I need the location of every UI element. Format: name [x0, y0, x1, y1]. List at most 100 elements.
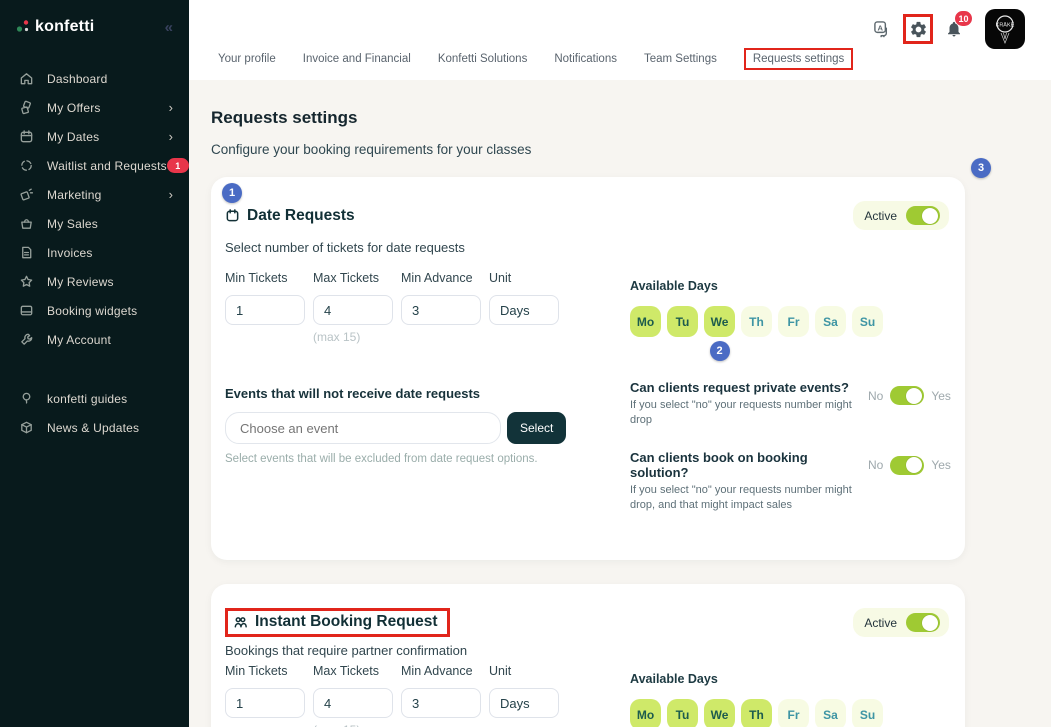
svg-text:A: A [877, 23, 883, 32]
sidebar-item-label: konfetti guides [47, 391, 128, 406]
max-tickets-label: Max Tickets [313, 271, 379, 285]
day-chip-we[interactable]: We [704, 699, 735, 727]
sidebar-item-my-sales[interactable]: My Sales [0, 209, 189, 238]
settings-tabs: Your profile Invoice and Financial Konfe… [218, 48, 854, 70]
booking-solution-toggle[interactable] [890, 455, 925, 475]
toggle-knob [922, 207, 938, 224]
sidebar-item-label: My Account [47, 332, 112, 347]
sidebar-item-my-account[interactable]: My Account [0, 325, 189, 354]
sidebar-item-marketing[interactable]: Marketing › [0, 180, 189, 209]
min-tickets-field-group: Min Tickets [225, 271, 305, 344]
chevron-right-icon: › [168, 100, 173, 115]
guide-icon [19, 391, 34, 406]
translate-icon[interactable]: A [872, 19, 892, 39]
topbar-icons: A 10 KRÄKE [872, 9, 1025, 49]
unit-label: Unit [489, 664, 512, 679]
annotation-step-1: 1 [222, 183, 242, 203]
sidebar-item-label: My Dates [47, 129, 100, 144]
tab-requests-settings[interactable]: Requests settings [743, 48, 854, 70]
sidebar-item-label: Dashboard [47, 71, 108, 86]
min-tickets-input[interactable] [225, 295, 305, 325]
choose-event-input[interactable] [225, 412, 501, 444]
card-title-text: Date Requests [247, 206, 355, 224]
sidebar-item-my-dates[interactable]: My Dates › [0, 122, 189, 151]
question-title: Can clients request private events? [630, 380, 849, 395]
sidebar: konfetti « Dashboard My Offers › My Date… [0, 0, 189, 727]
sidebar-item-label: My Reviews [47, 274, 114, 289]
sidebar-item-news-updates[interactable]: News & Updates [0, 413, 189, 442]
card-title: Instant Booking Request [233, 613, 438, 631]
page-subtitle: Configure your booking requirements for … [211, 142, 532, 157]
min-advance-input[interactable] [401, 295, 481, 325]
chevron-right-icon: › [168, 129, 173, 144]
sidebar-item-my-offers[interactable]: My Offers › [0, 93, 189, 122]
day-chip-tu[interactable]: Tu [667, 699, 698, 727]
day-chip-mo[interactable]: Mo [630, 306, 661, 337]
day-chip-fr[interactable]: Fr [778, 306, 809, 337]
day-chip-we[interactable]: We 2 [704, 306, 735, 361]
sidebar-item-konfetti-guides[interactable]: konfetti guides [0, 384, 189, 413]
document-icon [19, 245, 34, 260]
sidebar-item-invoices[interactable]: Invoices [0, 238, 189, 267]
excluded-events-label: Events that will not receive date reques… [225, 386, 481, 401]
bell-icon[interactable]: 10 [944, 11, 972, 39]
unit-input[interactable] [489, 295, 559, 325]
notification-count-badge: 10 [955, 11, 972, 26]
card-body-top: Min Tickets Max Tickets (max 15) Min Adv… [225, 271, 949, 361]
day-chip-su[interactable]: Su [852, 306, 883, 337]
day-chip-mo[interactable]: Mo [630, 699, 661, 727]
active-pill: Active [853, 608, 949, 638]
min-tickets-field-group: Min Tickets [225, 664, 305, 727]
active-toggle[interactable] [906, 613, 940, 633]
select-event-button[interactable]: Select [507, 412, 567, 444]
active-pill: Active [853, 201, 949, 230]
day-chip-label: We [710, 314, 729, 329]
home-icon [19, 71, 34, 86]
day-chip-th[interactable]: Th [741, 699, 772, 727]
tab-notifications[interactable]: Notifications [554, 53, 617, 65]
sidebar-collapse-icon[interactable]: « [164, 18, 173, 36]
booking-solution-question: Can clients book on booking solution? If… [630, 450, 957, 513]
avatar[interactable]: KRÄKE [985, 9, 1025, 49]
active-toggle[interactable] [906, 206, 940, 225]
day-chip-sa[interactable]: Sa [815, 306, 846, 337]
card-body-bottom: Events that will not receive date reques… [225, 360, 951, 534]
card-title-text: Instant Booking Request [255, 613, 438, 631]
unit-field-group: Unit [489, 664, 559, 727]
unit-field-group: Unit [489, 271, 559, 344]
min-tickets-input[interactable] [225, 688, 305, 719]
sidebar-item-my-reviews[interactable]: My Reviews [0, 267, 189, 296]
instant-booking-highlight-box: Instant Booking Request [225, 608, 450, 638]
tickets-fields: Min Tickets Max Tickets (max 15) Min Adv… [225, 664, 610, 727]
day-chip-th[interactable]: Th [741, 306, 772, 337]
max-tickets-input[interactable] [313, 688, 393, 719]
card-header: Instant Booking Request Active [225, 608, 949, 638]
gear-icon[interactable] [908, 19, 928, 39]
private-events-toggle[interactable] [890, 386, 925, 405]
top-bar: A 10 KRÄKE [189, 0, 1051, 80]
sidebar-item-label: My Sales [47, 216, 98, 231]
tab-invoice-and-financial[interactable]: Invoice and Financial [302, 53, 411, 65]
unit-input[interactable] [489, 688, 559, 719]
sidebar-item-booking-widgets[interactable]: Booking widgets [0, 296, 189, 325]
sidebar-item-waitlist-and-requests[interactable]: Waitlist and Requests 1 [0, 151, 189, 180]
tab-your-profile[interactable]: Your profile [218, 53, 276, 65]
tab-team-settings[interactable]: Team Settings [643, 53, 717, 65]
min-tickets-label: Min Tickets [225, 664, 288, 679]
sidebar-nav: Dashboard My Offers › My Dates › Waitlis… [0, 64, 189, 442]
sidebar-item-dashboard[interactable]: Dashboard [0, 64, 189, 93]
day-chip-su[interactable]: Su [852, 699, 883, 727]
tab-konfetti-solutions[interactable]: Konfetti Solutions [437, 53, 528, 65]
available-days-section: Available Days Mo Tu We 2 Th Fr Sa Su [610, 271, 949, 361]
min-advance-label: Min Advance [401, 271, 473, 285]
annotation-step-2: 2 [709, 341, 730, 361]
sidebar-item-label: News & Updates [47, 420, 140, 435]
day-chip-fr[interactable]: Fr [778, 699, 809, 727]
min-advance-input[interactable] [401, 688, 481, 719]
questions-section: Can clients request private events? If y… [610, 380, 957, 534]
main-area: A 10 KRÄKE [189, 0, 1051, 727]
max-tickets-hint: (max 15) [313, 723, 393, 727]
max-tickets-input[interactable] [313, 295, 393, 325]
day-chip-tu[interactable]: Tu [667, 306, 698, 337]
day-chip-sa[interactable]: Sa [815, 699, 846, 727]
